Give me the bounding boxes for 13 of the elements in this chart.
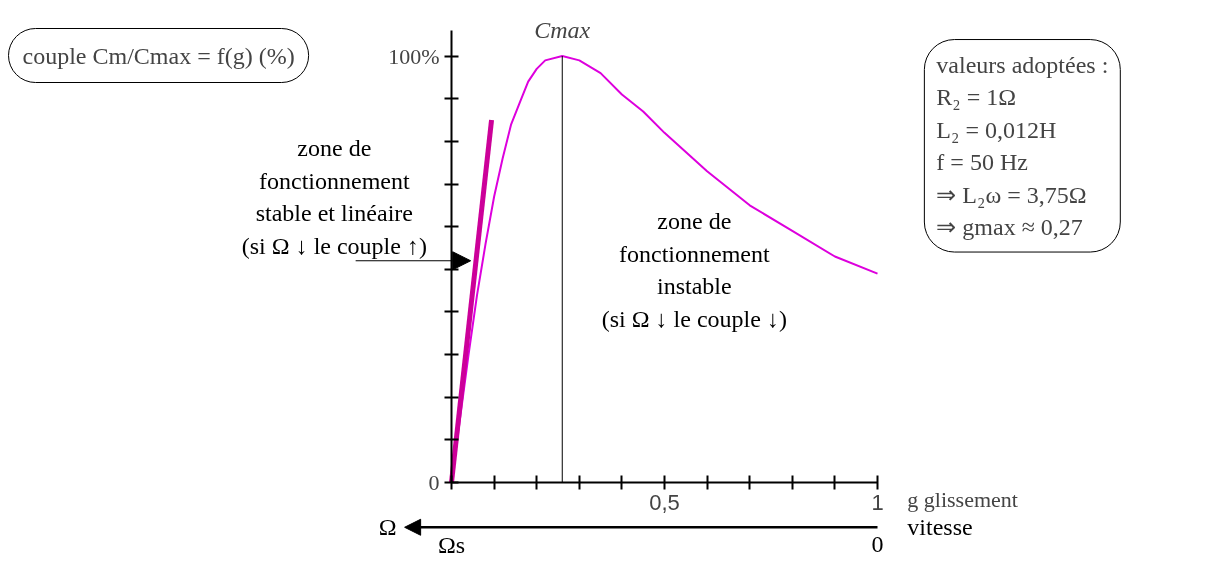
text: 0 (871, 531, 884, 558)
annotation: zone de fonctionnement instable (si Ω ↓ le couple ↓) (601, 208, 787, 332)
x-axis-title: g glissement (907, 486, 1018, 512)
text: valeurs adoptées : R₂ = 1Ω L₂ = 0,012H f = 50 Hz ⇒ L₂ω = 3,75Ω ⇒ gmax ≈ 0,27 (936, 51, 1109, 241)
annotation: zone de fonctionnement stable et linéaire (si Ω ↓ le couple ↑) (241, 135, 427, 259)
ref-line-label: Cmax (534, 17, 591, 44)
y-tick-label: 100% (388, 43, 440, 69)
text: couple Cm/Cmax = f(g) (%) (22, 42, 295, 69)
text: vitesse (907, 514, 973, 541)
x-tick-label: 1 (871, 489, 884, 515)
text: Ω (378, 514, 397, 541)
text: Ωs (437, 531, 466, 558)
x-tick-label: 0,5 (649, 489, 680, 515)
